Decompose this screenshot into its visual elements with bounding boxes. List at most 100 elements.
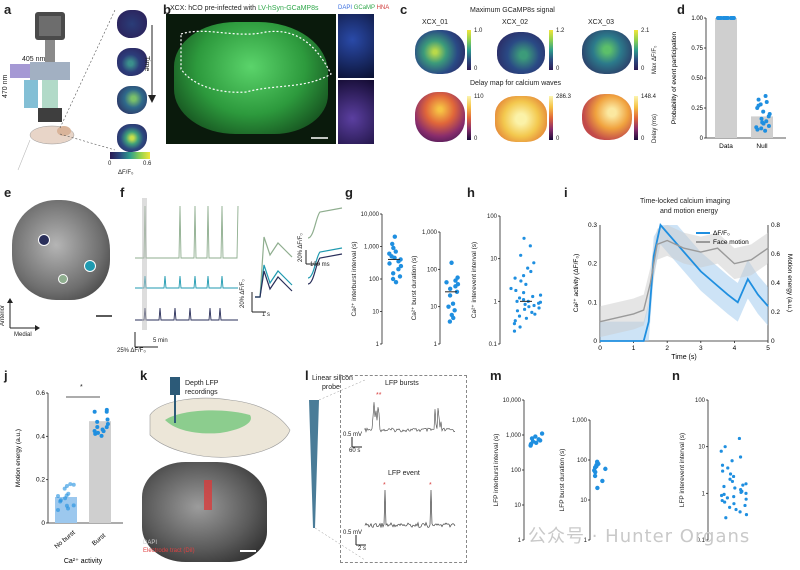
j-tick-label-3: 0.6 bbox=[36, 390, 45, 397]
f-trace-2 bbox=[135, 275, 238, 289]
chart-g-duration: 1 10 100 1,000 Ca²⁺ burst duration (s) bbox=[411, 230, 461, 348]
d-ylabel: Probability of event participation bbox=[671, 32, 678, 125]
medial-label: Medial bbox=[14, 332, 32, 338]
f-scale-x2: 1 s bbox=[262, 312, 271, 318]
h-point-12 bbox=[522, 291, 526, 295]
h-point-11 bbox=[514, 288, 518, 293]
chart-j-motion: 0 0.2 0.4 0.6 Motion energy (a.u.) No burst Bu… bbox=[15, 390, 123, 565]
panel-b-caption-prefix: XCX: hCO pre-infected with bbox=[170, 5, 258, 12]
h-tick-label-1: 1 bbox=[494, 299, 498, 305]
wavelength-405-label: 405 nm bbox=[22, 56, 46, 63]
l-event-marker-1: * bbox=[383, 482, 386, 489]
max-map-2 bbox=[497, 32, 545, 74]
g-left-point-1 bbox=[390, 241, 395, 247]
n-point-19 bbox=[744, 491, 748, 495]
h-point-14 bbox=[531, 294, 535, 299]
n-point-31 bbox=[738, 510, 742, 514]
h-point-25 bbox=[522, 307, 527, 311]
legend-dapi: DAPI bbox=[338, 5, 353, 11]
brain-section-image bbox=[166, 14, 336, 144]
chart-h-interevent: 0.1 1 10 100 Ca²⁺ interevent interval (s) bbox=[471, 214, 543, 348]
n-point-5 bbox=[720, 463, 725, 467]
n-point-2 bbox=[719, 449, 723, 453]
j-point-1-0 bbox=[104, 425, 109, 430]
n-point-21 bbox=[719, 493, 724, 498]
cbar-max-label: Max ΔF/F₀ bbox=[652, 45, 658, 75]
j-point-0-10 bbox=[71, 482, 76, 487]
microscope-schematic bbox=[10, 9, 116, 171]
d-tick-label-2: 0.50 bbox=[691, 76, 703, 82]
h-point-22 bbox=[532, 303, 536, 308]
sample-name-1: XCX_01 bbox=[422, 19, 449, 26]
panel-b-caption: XCX: hCO pre-infected with LV-hSyn-GCaMP… bbox=[170, 5, 319, 12]
i-y2tick-label-2: 0.4 bbox=[771, 280, 780, 287]
n-point-13 bbox=[741, 483, 745, 487]
k-label-line2: recordings bbox=[185, 389, 218, 396]
j-tick-label-2: 0.4 bbox=[36, 433, 45, 440]
panel-label-l: l bbox=[305, 368, 309, 383]
g-left-point-2 bbox=[391, 245, 396, 251]
m-right-point-7 bbox=[593, 469, 598, 475]
n-point-30 bbox=[734, 507, 738, 512]
i-ylabel: Ca²⁺ activity (ΔF/F₀) bbox=[573, 254, 580, 313]
cbar-delay-2-top: 286.3 bbox=[556, 94, 572, 100]
d-tick-label-3: 0.75 bbox=[691, 46, 703, 52]
g-left-point-13 bbox=[397, 274, 403, 279]
l-event-marker-2: * bbox=[429, 482, 432, 489]
g-left-point-10 bbox=[398, 263, 404, 269]
g-left-tick-label-0: 1 bbox=[376, 342, 380, 348]
n-point-14 bbox=[722, 484, 726, 489]
chart-n-interevent: 0.1 1 10 100 LFP interevent interval (s) bbox=[679, 398, 749, 544]
d-point-data-17 bbox=[722, 16, 727, 20]
j-point-0-0 bbox=[56, 508, 60, 512]
panel-label-d: d bbox=[677, 2, 685, 17]
d-point-null-6 bbox=[766, 114, 771, 119]
i-y2label: Motion energy (a.u.) bbox=[786, 254, 793, 312]
panel-label-m: m bbox=[490, 368, 502, 383]
i-xlabel: Time (s) bbox=[671, 354, 696, 361]
g-left-tick-label-2: 100 bbox=[369, 277, 380, 283]
cbar-delay-label: Delay (ms) bbox=[652, 113, 658, 143]
m-left-point-4 bbox=[537, 438, 543, 443]
h-point-15 bbox=[517, 296, 522, 300]
n-point-25 bbox=[720, 498, 724, 503]
g-right-point-5 bbox=[453, 284, 458, 289]
g-left-point-8 bbox=[396, 259, 401, 264]
l-event-title: LFP event bbox=[388, 470, 420, 477]
lfp-schematic bbox=[149, 377, 291, 458]
g-left-point-15 bbox=[393, 279, 399, 285]
j-xtick-1: Burst bbox=[91, 532, 107, 547]
h-point-17 bbox=[515, 299, 519, 303]
n-point-23 bbox=[725, 496, 729, 500]
h-point-33 bbox=[518, 325, 522, 329]
tube-upper bbox=[45, 40, 55, 62]
chart-f-traces bbox=[134, 198, 343, 348]
emission-path bbox=[42, 80, 58, 108]
i-xtick-label-4: 4 bbox=[733, 345, 737, 352]
j-point-1-8 bbox=[95, 424, 100, 429]
m-left-tick-label-4: 10,000 bbox=[503, 398, 522, 404]
n-point-12 bbox=[744, 482, 748, 486]
n-ylabel: LFP interevent interval (s) bbox=[679, 433, 686, 507]
i-xtick-label-2: 2 bbox=[665, 345, 669, 352]
g-left-ylabel: Ca²⁺ interburst interval (s) bbox=[351, 242, 358, 317]
g-right-point-0 bbox=[449, 260, 454, 265]
time-arrow bbox=[148, 25, 156, 103]
zoom-line-bottom bbox=[59, 133, 116, 151]
cbar-delay-2-zero: 0 bbox=[556, 136, 560, 142]
j-point-0-6 bbox=[66, 491, 71, 496]
m-left-point-8 bbox=[528, 443, 533, 448]
chart-m-interburst: 1 10 100 1,000 10,000 LFP interburst interval… bbox=[493, 398, 545, 544]
j-point-1-2 bbox=[92, 409, 97, 414]
g-left-tick-label-4: 10,000 bbox=[361, 212, 380, 218]
j-bar-0 bbox=[55, 497, 77, 523]
j-significance: * bbox=[80, 384, 83, 391]
i-ytick-label-3: 0.3 bbox=[588, 222, 597, 229]
max-map-1 bbox=[415, 30, 465, 74]
chart-d-participation: 0 0.25 0.50 0.75 1.00 Probability of event pa… bbox=[671, 16, 786, 150]
cbar-max-1 bbox=[467, 30, 471, 70]
i-title-line2: and motion energy bbox=[660, 208, 718, 215]
f-zoom-trace-1 bbox=[307, 207, 343, 239]
legend-hna: HNA bbox=[376, 5, 390, 11]
